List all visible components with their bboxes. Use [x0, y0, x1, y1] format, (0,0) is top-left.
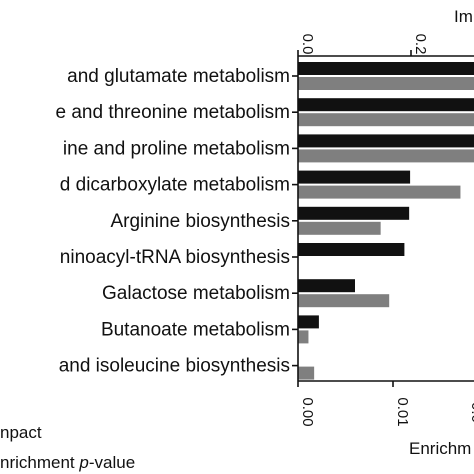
- category-label: d dicarboxylate metabolism: [60, 175, 290, 196]
- bottom-axis-tick-label: 0.00: [299, 397, 316, 426]
- legend-item-enrichment-prefix: nrichment: [0, 453, 79, 472]
- bar-enrichment: [298, 221, 381, 235]
- bar-enrichment: [298, 149, 474, 163]
- category-label: and isoleucine biosynthesis: [59, 356, 290, 377]
- legend: npact nrichment p-value: [0, 423, 135, 472]
- bottom-axis-title: Enrichm: [409, 439, 471, 458]
- top-axis-tick-label: 0.0: [299, 34, 316, 55]
- bottom-axis: 0.00 0.01 0.0: [297, 380, 474, 427]
- bottom-axis-tick-label-clipped: 0.0: [468, 402, 474, 423]
- bar-enrichment: [298, 294, 390, 308]
- bar-impact: [298, 243, 405, 256]
- top-axis-tick-label: 0.2: [412, 34, 429, 55]
- legend-item-enrichment: nrichment p-value: [0, 453, 135, 472]
- bar-enrichment: [298, 77, 474, 90]
- bars-group: [298, 62, 474, 380]
- top-axis: 0.0 0.2: [297, 34, 474, 57]
- top-axis-title: Im: [454, 7, 473, 26]
- bar-enrichment: [298, 185, 461, 199]
- category-label: e and threonine metabolism: [56, 102, 290, 123]
- bar-impact: [298, 279, 355, 293]
- category-label: Arginine biosynthesis: [110, 211, 290, 232]
- bottom-axis-tick-label: 0.01: [394, 397, 411, 426]
- bar-enrichment: [298, 366, 315, 380]
- category-label: ninoacyl-tRNA biosynthesis: [60, 247, 290, 268]
- bar-impact: [298, 206, 410, 220]
- bar-impact: [298, 98, 474, 112]
- legend-item-impact: npact: [0, 423, 42, 442]
- bar-impact: [298, 170, 411, 184]
- bar-enrichment: [298, 113, 474, 127]
- category-label: Butanoate metabolism: [101, 319, 290, 340]
- legend-item-enrichment-p: p: [78, 453, 88, 472]
- bar-impact: [298, 315, 319, 329]
- category-labels: and glutamate metabolism e and threonine …: [56, 66, 290, 377]
- category-label: ine and proline metabolism: [63, 138, 290, 159]
- bar-enrichment: [298, 330, 309, 344]
- bar-impact: [298, 134, 474, 148]
- legend-item-enrichment-suffix: -value: [89, 453, 135, 472]
- bar-impact: [298, 62, 474, 75]
- category-label: Galactose metabolism: [102, 283, 290, 304]
- category-ticks: [292, 75, 298, 367]
- category-label: and glutamate metabolism: [67, 66, 290, 87]
